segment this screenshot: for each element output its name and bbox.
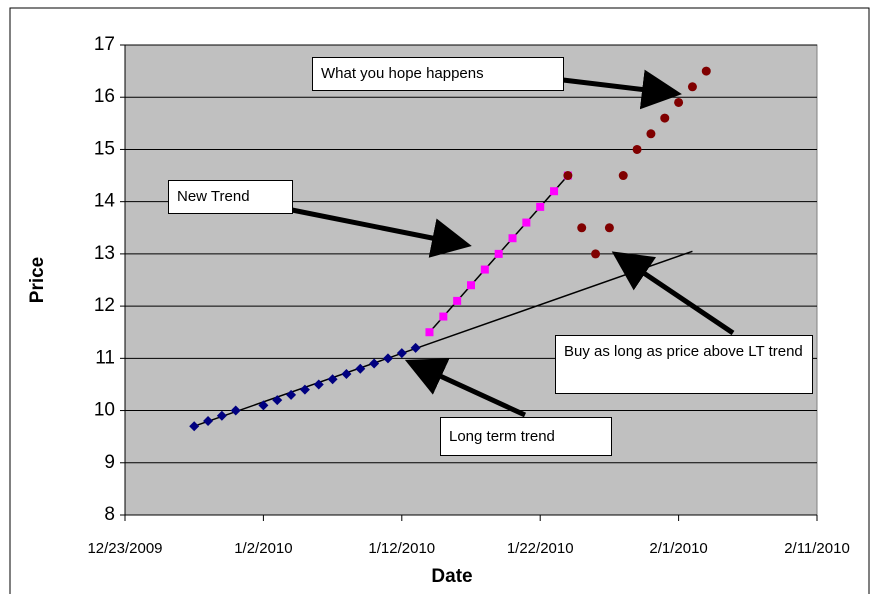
point bbox=[286, 389, 297, 400]
x-tick-label: 2/1/2010 bbox=[649, 540, 707, 557]
y-tick-label: 14 bbox=[94, 191, 116, 212]
y-tick-label: 9 bbox=[104, 452, 115, 473]
y-tick-label: 17 bbox=[94, 34, 115, 55]
arrow bbox=[562, 69, 682, 110]
y-tick-label: 10 bbox=[94, 400, 115, 421]
point bbox=[355, 363, 366, 374]
annotation: Buy as long as price above LT trend bbox=[555, 335, 813, 394]
arrow bbox=[404, 358, 527, 418]
y-tick-label: 11 bbox=[95, 347, 115, 368]
x-tick-label: 12/23/2009 bbox=[87, 540, 162, 557]
point bbox=[189, 421, 200, 432]
arrow bbox=[291, 207, 472, 258]
point bbox=[591, 249, 601, 259]
point bbox=[396, 348, 407, 359]
x-tick-label: 2/11/2010 bbox=[784, 540, 850, 557]
x-tick-label: 1/22/2010 bbox=[507, 540, 574, 557]
arrow bbox=[611, 251, 735, 336]
point bbox=[382, 353, 393, 364]
point bbox=[701, 66, 711, 76]
point bbox=[369, 358, 380, 369]
y-tick-label: 12 bbox=[94, 295, 115, 316]
point bbox=[550, 187, 559, 196]
point bbox=[410, 342, 421, 353]
y-axis-label: Price bbox=[27, 257, 48, 303]
point bbox=[425, 328, 434, 337]
point bbox=[480, 265, 489, 274]
point bbox=[646, 129, 656, 139]
point bbox=[203, 416, 214, 426]
point bbox=[467, 281, 475, 290]
point bbox=[674, 97, 684, 107]
y-tick-label: 13 bbox=[94, 243, 115, 264]
point bbox=[216, 410, 227, 421]
annotation: What you hope happens bbox=[312, 57, 564, 91]
point bbox=[453, 296, 462, 305]
y-tick-label: 8 bbox=[104, 504, 115, 525]
y-tick-label: 15 bbox=[94, 138, 115, 159]
point bbox=[577, 223, 587, 233]
point bbox=[272, 395, 283, 406]
point bbox=[687, 82, 697, 92]
point bbox=[439, 312, 448, 321]
point bbox=[604, 223, 614, 233]
point bbox=[618, 171, 628, 181]
point bbox=[660, 113, 670, 123]
point bbox=[522, 218, 531, 227]
point bbox=[632, 144, 642, 154]
point bbox=[536, 202, 545, 211]
point bbox=[341, 369, 352, 379]
point bbox=[230, 405, 241, 416]
point bbox=[494, 249, 503, 258]
point bbox=[299, 384, 310, 395]
y-tick-label: 16 bbox=[94, 86, 115, 107]
point bbox=[258, 400, 269, 411]
x-axis-label: Date bbox=[431, 566, 472, 587]
annotation: New Trend bbox=[168, 180, 293, 214]
point bbox=[313, 379, 324, 390]
x-tick-label: 1/2/2010 bbox=[234, 540, 292, 557]
point bbox=[563, 171, 573, 181]
point bbox=[508, 234, 517, 243]
annotation: Long term trend bbox=[440, 417, 612, 456]
point bbox=[327, 374, 338, 385]
x-tick-label: 1/12/2010 bbox=[368, 540, 435, 557]
